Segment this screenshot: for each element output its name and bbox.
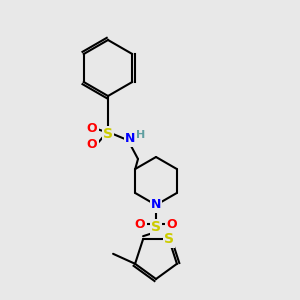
Text: N: N: [125, 133, 135, 146]
Text: N: N: [151, 199, 161, 212]
Text: S: S: [103, 127, 113, 141]
Text: O: O: [135, 218, 145, 230]
Text: O: O: [167, 218, 177, 230]
Text: S: S: [164, 232, 174, 246]
Text: S: S: [151, 220, 161, 234]
Text: O: O: [87, 137, 97, 151]
Text: H: H: [136, 130, 146, 140]
Text: O: O: [87, 122, 97, 136]
